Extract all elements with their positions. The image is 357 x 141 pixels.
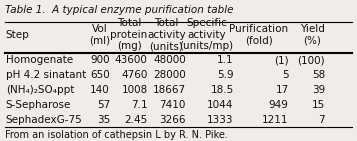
Text: Total
protein
(mg): Total protein (mg) — [110, 18, 148, 51]
Text: From an isolation of cathepsin L by R. N. Pike.: From an isolation of cathepsin L by R. N… — [5, 130, 228, 139]
Text: Step: Step — [6, 30, 29, 40]
Text: 15: 15 — [312, 100, 325, 110]
Text: (NH₄)₂SO₄ppt: (NH₄)₂SO₄ppt — [6, 85, 74, 95]
Text: 1211: 1211 — [262, 114, 288, 125]
Text: S-Sepharose: S-Sepharose — [6, 100, 71, 110]
Text: 7: 7 — [318, 114, 325, 125]
Text: 140: 140 — [90, 85, 110, 95]
Text: 35: 35 — [97, 114, 110, 125]
Text: pH 4.2 sinatant: pH 4.2 sinatant — [6, 70, 86, 80]
Text: 2.45: 2.45 — [125, 114, 148, 125]
Text: 39: 39 — [312, 85, 325, 95]
Text: 4760: 4760 — [121, 70, 148, 80]
Text: 3266: 3266 — [159, 114, 186, 125]
Text: (100): (100) — [297, 55, 325, 65]
Text: 650: 650 — [90, 70, 110, 80]
Text: 17: 17 — [275, 85, 288, 95]
Text: 900: 900 — [90, 55, 110, 65]
Text: Purification
(fold): Purification (fold) — [230, 24, 288, 46]
Text: Yield
(%): Yield (%) — [300, 24, 325, 46]
Text: 18.5: 18.5 — [210, 85, 233, 95]
Text: Table 1.  A typical enzyme purification table: Table 1. A typical enzyme purification t… — [5, 5, 233, 15]
Text: 48000: 48000 — [153, 55, 186, 65]
Text: 5.9: 5.9 — [217, 70, 233, 80]
Text: Specific
activity
(units/mp): Specific activity (units/mp) — [180, 18, 233, 51]
Text: Homogenate: Homogenate — [6, 55, 73, 65]
Text: 1333: 1333 — [207, 114, 233, 125]
Text: 43600: 43600 — [115, 55, 148, 65]
Text: 949: 949 — [269, 100, 288, 110]
Text: Total
activity
(units): Total activity (units) — [147, 18, 186, 51]
Text: 5: 5 — [282, 70, 288, 80]
Text: 58: 58 — [312, 70, 325, 80]
Text: 1008: 1008 — [121, 85, 148, 95]
Text: 7.1: 7.1 — [131, 100, 148, 110]
Text: 1.1: 1.1 — [217, 55, 233, 65]
Text: Vol
(ml): Vol (ml) — [89, 24, 110, 46]
Text: 1044: 1044 — [207, 100, 233, 110]
Text: 28000: 28000 — [153, 70, 186, 80]
Text: 7410: 7410 — [160, 100, 186, 110]
Text: SephadexG-75: SephadexG-75 — [6, 114, 82, 125]
Text: 57: 57 — [97, 100, 110, 110]
Text: (1): (1) — [274, 55, 288, 65]
Text: 18667: 18667 — [153, 85, 186, 95]
